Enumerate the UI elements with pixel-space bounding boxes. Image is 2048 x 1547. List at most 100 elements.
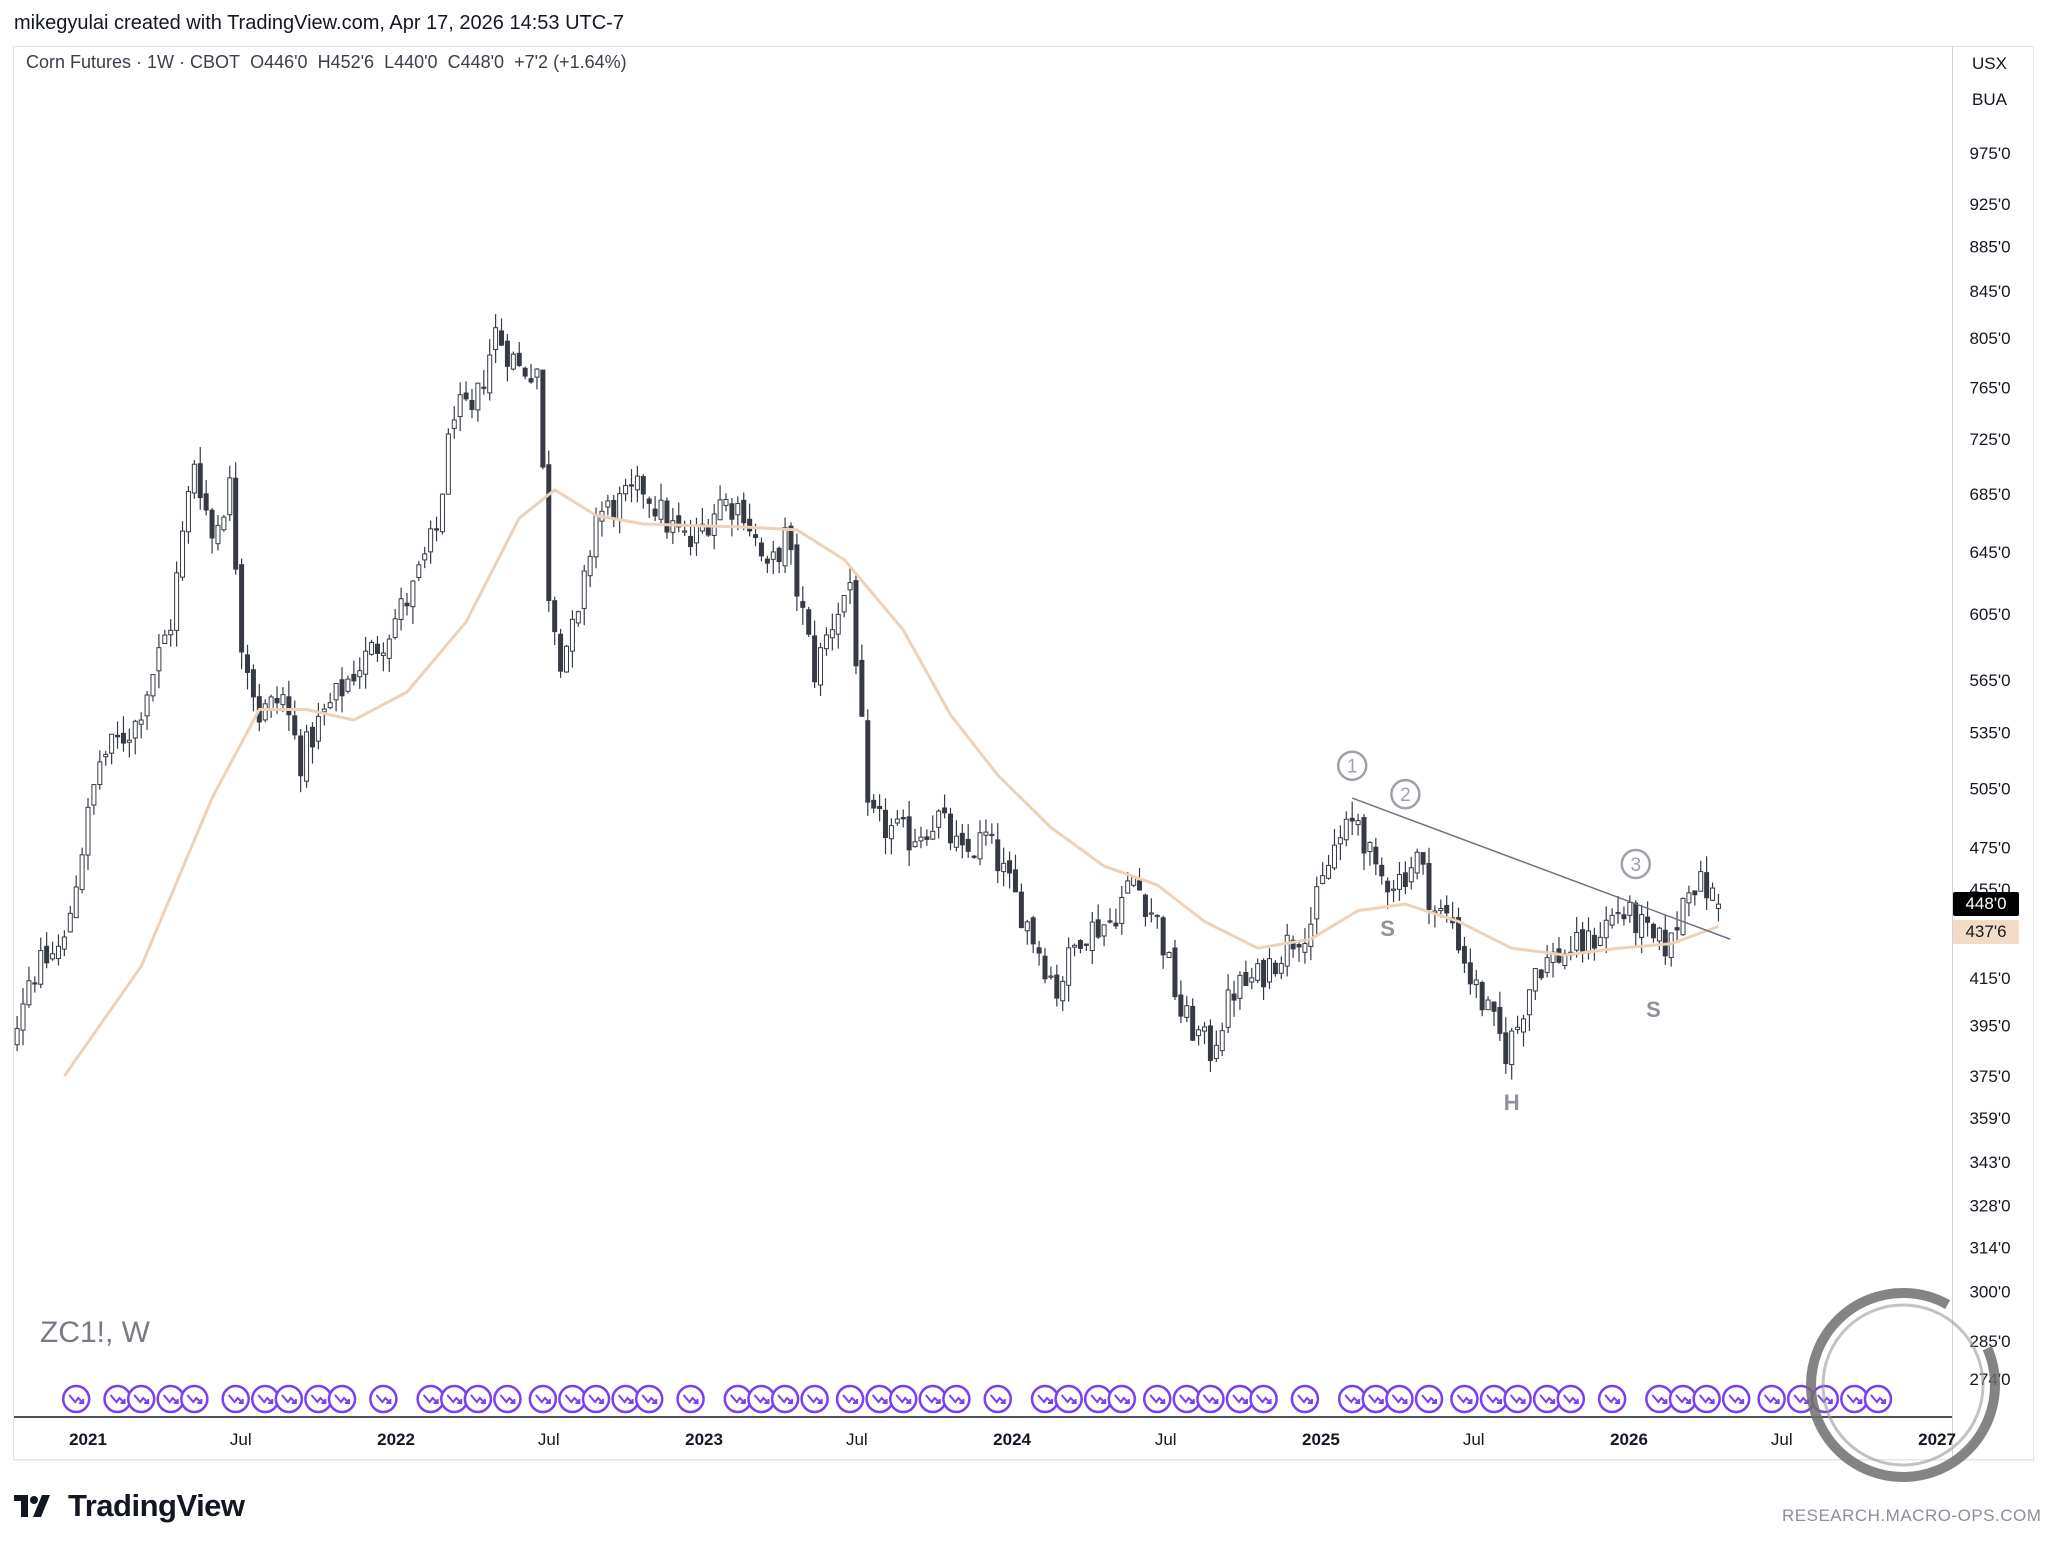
event-marker-icon[interactable] [676, 1384, 705, 1414]
candle-body [877, 805, 883, 810]
candle-body [162, 634, 168, 645]
candle-body [859, 659, 865, 717]
candle-body [1361, 817, 1367, 854]
event-marker-icon[interactable] [1556, 1384, 1586, 1414]
event-marker-icon[interactable] [1668, 1384, 1698, 1414]
candle-body [1674, 927, 1680, 931]
event-marker-icon[interactable] [493, 1384, 522, 1414]
event-marker-icon[interactable] [103, 1384, 132, 1414]
event-marker-icon[interactable] [369, 1384, 398, 1414]
event-marker-icon[interactable] [327, 1384, 357, 1414]
candle-body [1178, 994, 1184, 1017]
legend-change: +7'2 (+1.64%) [514, 52, 627, 72]
event-marker-icon[interactable] [1532, 1384, 1562, 1414]
event-marker-icon[interactable] [558, 1384, 587, 1414]
event-marker-icon[interactable] [1863, 1384, 1893, 1414]
unit-label-usx[interactable]: USX [1972, 54, 2007, 73]
event-marker-icon[interactable] [1337, 1384, 1367, 1414]
credit-text: mikegyulai created with TradingView.com,… [14, 12, 624, 34]
y-tick-label: 685'0 [1969, 485, 2010, 504]
event-marker-icon[interactable] [463, 1384, 493, 1414]
event-marker-icon[interactable] [156, 1384, 185, 1414]
event-marker-icon[interactable] [800, 1384, 829, 1414]
candle-body [1627, 901, 1633, 916]
event-marker-icon[interactable] [1479, 1384, 1509, 1414]
x-tick-label: 2024 [993, 1430, 1031, 1449]
y-tick-label: 285'0 [1969, 1332, 2010, 1351]
event-marker-icon[interactable] [1361, 1384, 1391, 1414]
event-marker-icon[interactable] [61, 1384, 91, 1414]
event-marker-icon[interactable] [1290, 1384, 1320, 1414]
event-marker-icon[interactable] [1385, 1384, 1414, 1414]
candle-body [564, 645, 570, 673]
event-marker-icon[interactable] [1597, 1384, 1627, 1414]
event-marker-icon[interactable] [1503, 1384, 1532, 1414]
event-marker-icon[interactable] [1172, 1384, 1202, 1414]
candle-body [1243, 971, 1249, 987]
event-marker-icon[interactable] [770, 1384, 800, 1414]
candle-body [1018, 891, 1024, 929]
candle-body [327, 702, 333, 709]
event-marker-icon[interactable] [1107, 1384, 1137, 1414]
event-marker-icon[interactable] [1142, 1384, 1172, 1414]
event-marker-icon[interactable] [1757, 1384, 1786, 1414]
candle-body [67, 912, 73, 933]
event-marker-icon[interactable] [835, 1384, 865, 1414]
event-marker-icon[interactable] [274, 1384, 304, 1414]
event-marker-icon[interactable] [1083, 1384, 1113, 1414]
event-marker-icon[interactable] [1840, 1384, 1869, 1414]
event-marker-icon[interactable] [304, 1384, 333, 1414]
tradingview-logo[interactable]: TradingView [14, 1486, 245, 1526]
y-tick-label: 375'0 [1969, 1067, 2010, 1086]
event-marker-icon[interactable] [581, 1384, 611, 1414]
event-marker-icon[interactable] [221, 1384, 250, 1414]
event-marker-icon[interactable] [983, 1384, 1012, 1414]
watermark-inner-ring-icon [1821, 1303, 1985, 1467]
candle-body [138, 719, 144, 725]
event-marker-icon[interactable] [126, 1384, 156, 1414]
candle-body [1337, 837, 1343, 845]
event-marker-icon[interactable] [1721, 1384, 1751, 1414]
event-marker-icon[interactable] [611, 1384, 640, 1414]
event-marker-icon[interactable] [942, 1384, 971, 1414]
event-marker-icon[interactable] [1414, 1384, 1444, 1414]
candle-body [298, 735, 304, 777]
y-tick-label: 845'0 [1969, 282, 2010, 301]
event-marker-icon[interactable] [865, 1384, 894, 1414]
candle-body [942, 807, 948, 814]
y-tick-label: 725'0 [1969, 430, 2010, 449]
candle-body [587, 555, 593, 577]
event-marker-icon[interactable] [747, 1384, 776, 1414]
candle-body [73, 886, 79, 919]
legend-close: C448'0 [447, 52, 505, 72]
candle-body [1680, 897, 1686, 936]
event-marker-icon[interactable] [1692, 1384, 1721, 1414]
candle-body [115, 734, 121, 738]
event-marker-icon[interactable] [1030, 1384, 1060, 1414]
event-marker-icon[interactable] [1645, 1384, 1674, 1414]
chart-frame[interactable] [13, 46, 2034, 1460]
event-marker-icon[interactable] [1054, 1384, 1083, 1414]
event-marker-icon[interactable] [888, 1384, 918, 1414]
candle-body [788, 525, 794, 551]
x-tick-label: 2023 [685, 1430, 723, 1449]
event-marker-icon[interactable] [634, 1384, 664, 1414]
event-marker-icon[interactable] [1196, 1384, 1225, 1414]
candle-body [1101, 924, 1107, 937]
event-marker-icon[interactable] [1249, 1384, 1278, 1414]
event-marker-icon[interactable] [528, 1384, 558, 1414]
event-marker-icon[interactable] [1450, 1384, 1479, 1414]
event-marker-icon[interactable] [440, 1384, 469, 1414]
event-marker-icon[interactable] [416, 1384, 445, 1414]
candle-body [605, 500, 611, 508]
unit-label-bua[interactable]: BUA [1972, 90, 2007, 109]
event-marker-icon[interactable] [250, 1384, 280, 1414]
candle-body [841, 594, 847, 613]
candle-body [995, 839, 1001, 872]
event-marker-icon[interactable] [180, 1384, 209, 1414]
event-marker-icon[interactable] [723, 1384, 753, 1414]
event-marker-icon[interactable] [1225, 1384, 1255, 1414]
candle-body [735, 503, 741, 516]
event-marker-icon[interactable] [918, 1384, 948, 1414]
